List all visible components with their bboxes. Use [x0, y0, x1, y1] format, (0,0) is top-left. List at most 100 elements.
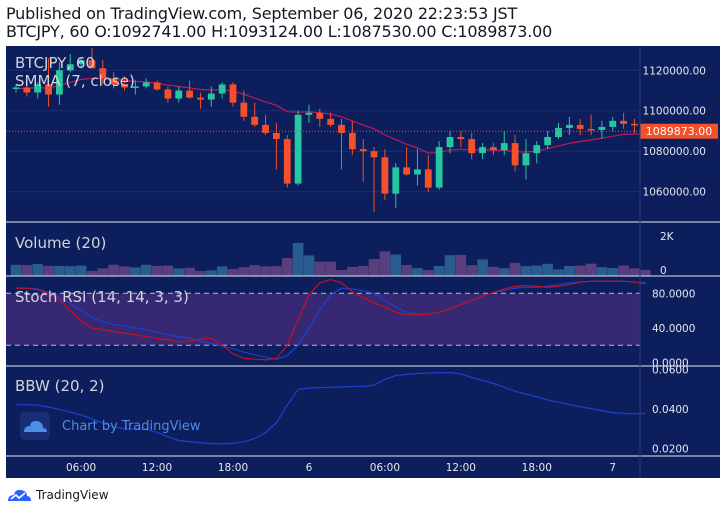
candle[interactable] [446, 130, 454, 154]
time-tick-label: 18:00 [522, 462, 552, 474]
candle-body [392, 167, 400, 194]
candle[interactable] [164, 86, 172, 103]
candle[interactable] [262, 114, 269, 136]
volume-bar [271, 266, 282, 276]
chart-canvas[interactable]: BTCJPY, 60 SMMA (7, close) 1120000.00 110… [6, 46, 720, 478]
candle[interactable] [565, 116, 573, 136]
volume-bar [119, 266, 130, 276]
candle[interactable] [142, 78, 150, 89]
candle-body [262, 124, 269, 133]
volume-bar [21, 265, 33, 276]
candle[interactable] [631, 118, 638, 133]
stoch-rsi-axis: 80.0000 40.0000 0.0000 [652, 288, 695, 369]
candle-body [45, 84, 52, 95]
stoch-rsi-legend: Stoch RSI (14, 14, 3, 3) [15, 288, 189, 306]
volume-pane[interactable]: Volume (20) 2K 0 [10, 231, 675, 277]
candle[interactable] [511, 135, 519, 172]
candle-body [283, 139, 291, 184]
volume-bar [585, 263, 597, 276]
candle-body [66, 64, 74, 71]
candle[interactable] [435, 141, 443, 190]
candle-body [446, 137, 454, 148]
bbw-tick-label: 0.0400 [652, 404, 689, 416]
volume-bar [260, 266, 271, 276]
candle[interactable] [34, 82, 42, 99]
candle[interactable] [403, 147, 410, 176]
volume-bar [336, 270, 347, 276]
volume-bar [162, 265, 174, 276]
candle[interactable] [305, 104, 313, 123]
volume-bar [412, 268, 423, 276]
candle[interactable] [99, 60, 107, 85]
candle[interactable] [153, 80, 161, 91]
candle[interactable] [414, 149, 421, 186]
candle[interactable] [598, 120, 606, 140]
candle[interactable] [576, 118, 584, 136]
candle[interactable] [186, 80, 193, 99]
price-axis: 1120000.00 1100000.00 1080000.00 1060000.00 [643, 65, 706, 198]
candle[interactable] [392, 163, 400, 208]
candle[interactable] [479, 143, 486, 160]
candle[interactable] [338, 118, 345, 170]
candle[interactable] [490, 143, 497, 156]
candle[interactable] [88, 48, 96, 69]
candle-body [381, 157, 389, 194]
candle-body [457, 137, 465, 140]
candle[interactable] [544, 130, 552, 150]
candle[interactable] [468, 132, 476, 160]
candle[interactable] [131, 80, 139, 95]
candle[interactable] [197, 92, 204, 109]
candle[interactable] [533, 141, 541, 164]
candle[interactable] [251, 102, 259, 127]
candle[interactable] [121, 76, 128, 91]
candle[interactable] [273, 122, 280, 170]
candle[interactable] [294, 110, 302, 186]
candle[interactable] [240, 90, 248, 121]
candle-body [218, 84, 226, 94]
candle[interactable] [457, 130, 465, 148]
candle[interactable] [23, 82, 31, 97]
volume-tick-label: 2K [660, 231, 675, 243]
stoch-rsi-pane[interactable]: Stoch RSI (14, 14, 3, 3) 80.0000 40.0000 0… [6, 278, 695, 370]
volume-bar [32, 264, 43, 276]
candle[interactable] [381, 149, 389, 200]
candles[interactable] [12, 48, 649, 212]
volume-bars [10, 243, 651, 276]
volume-bar [477, 259, 488, 276]
candle[interactable] [45, 58, 52, 107]
candle[interactable] [327, 112, 335, 127]
candle[interactable] [110, 72, 118, 89]
candle[interactable] [359, 139, 367, 182]
price-pane[interactable]: BTCJPY, 60 SMMA (7, close) 1120000.00 110… [6, 48, 718, 212]
volume-bar [314, 261, 326, 276]
tradingview-watermark[interactable]: Chart by TradingView [20, 412, 201, 440]
candle[interactable] [424, 155, 432, 192]
candle[interactable] [229, 82, 237, 107]
footer-brand[interactable]: TradingView [6, 486, 109, 504]
candle[interactable] [283, 135, 291, 188]
candle[interactable] [316, 108, 324, 127]
candle[interactable] [207, 86, 215, 107]
volume-bar [227, 269, 239, 276]
candle[interactable] [12, 84, 20, 93]
candle[interactable] [348, 120, 356, 156]
candle[interactable] [620, 112, 627, 129]
candle[interactable] [175, 86, 183, 103]
candle[interactable] [370, 147, 378, 212]
candle[interactable] [500, 130, 508, 156]
volume-bar [488, 266, 499, 276]
candle-body [555, 127, 562, 138]
candle-body [273, 132, 280, 140]
candle[interactable] [56, 62, 63, 105]
candle-body [468, 139, 476, 154]
bbw-pane[interactable]: BBW (20, 2) 0.0600 0.0400 0.0200 Chart by … [15, 365, 689, 456]
candle-body [370, 151, 378, 158]
candle[interactable] [77, 58, 85, 69]
candle-body [294, 114, 302, 184]
candle[interactable] [66, 54, 74, 73]
candle[interactable] [609, 116, 617, 131]
candle[interactable] [522, 139, 530, 180]
volume-bar [10, 264, 22, 276]
candle[interactable] [218, 82, 226, 99]
volume-bar [86, 271, 98, 276]
